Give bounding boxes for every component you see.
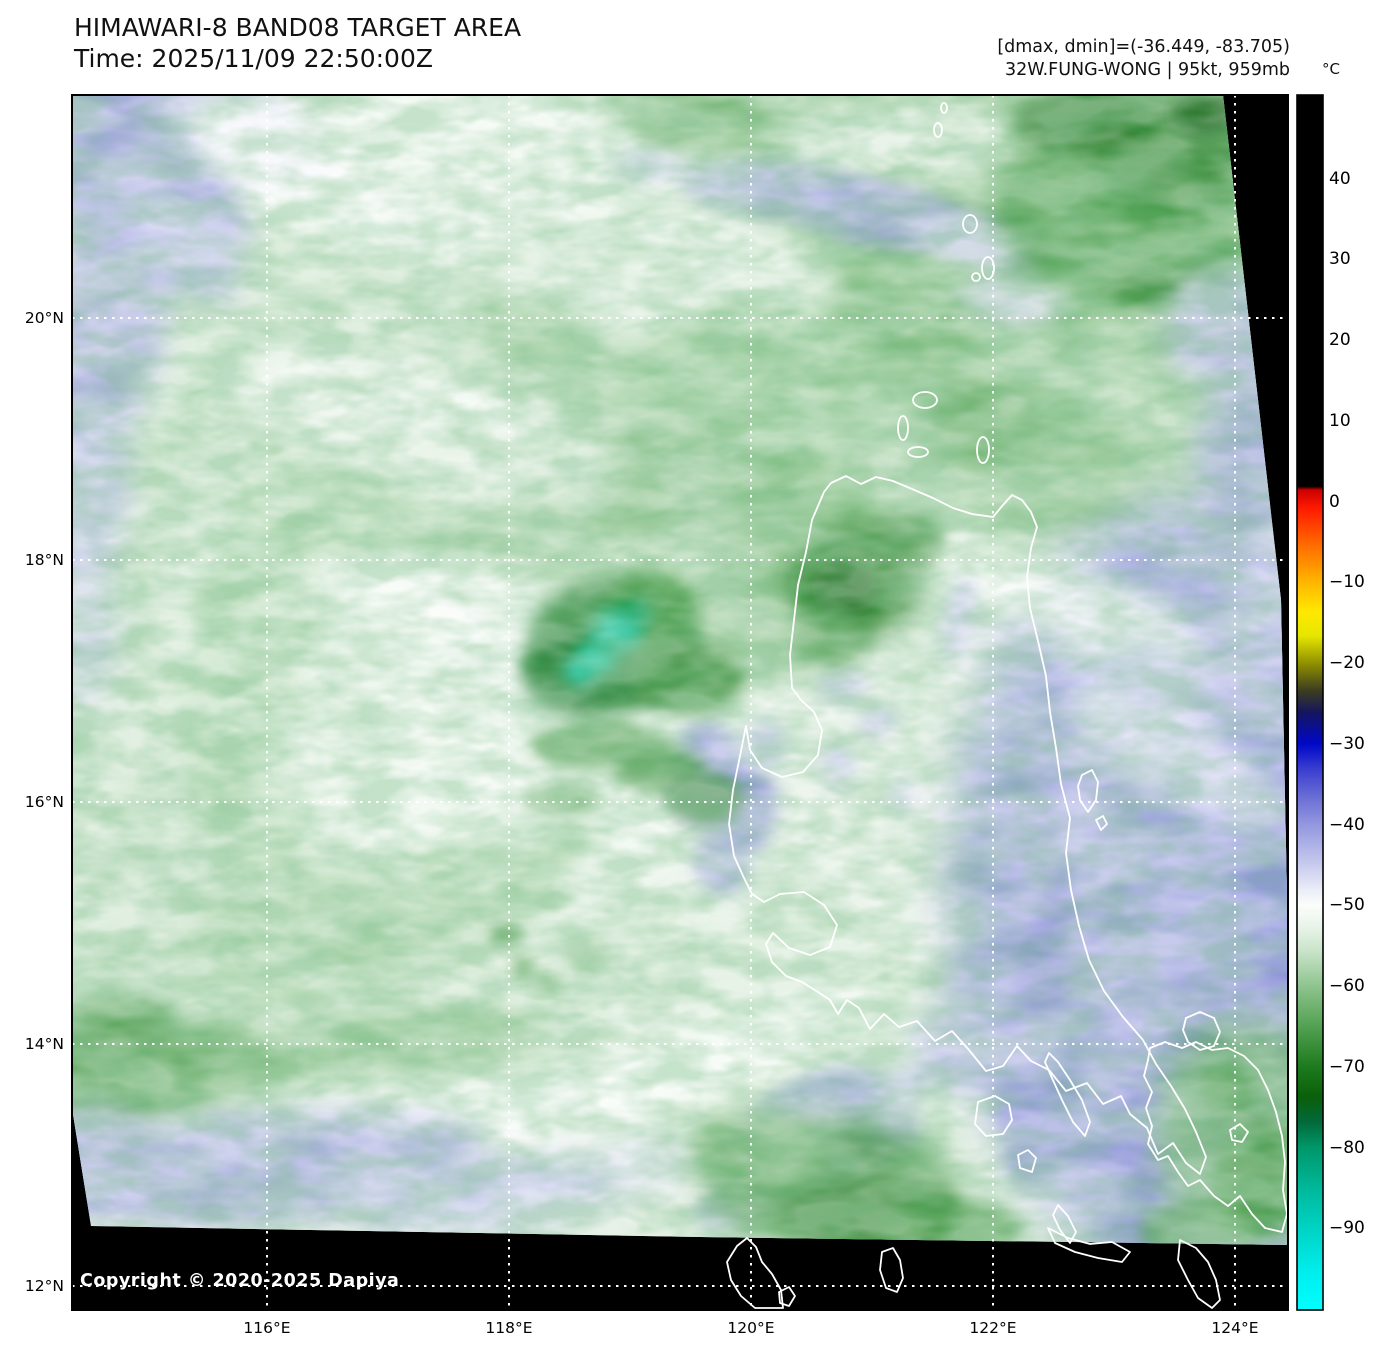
lat-label-18°N: 18°N — [24, 551, 64, 569]
cloud-texture-dark — [72, 95, 1288, 1245]
colorbar-tick--30: −30 — [1329, 733, 1365, 754]
coastline-luzon — [728, 475, 1207, 1175]
coastline-islet — [907, 446, 929, 458]
coastline-samar — [1143, 1041, 1288, 1233]
plot-title: HIMAWARI-8 BAND08 TARGET AREA Time: 2025/… — [74, 12, 521, 74]
coastline-islet — [940, 102, 948, 114]
coastline-leyte — [1177, 1239, 1221, 1309]
coastline-polillo-s — [1095, 815, 1108, 831]
storm-info: [dmax, dmin]=(-36.449, -83.705) 32W.FUNG-… — [900, 36, 1290, 82]
time-line: Time: 2025/11/09 22:50:00Z — [74, 44, 433, 73]
colorbar-tick--60: −60 — [1329, 976, 1365, 997]
dmax-dmin-line: [dmax, dmin]=(-36.449, -83.705) — [997, 37, 1290, 57]
colorbar-tick--40: −40 — [1329, 814, 1365, 835]
colorbar-tick--10: −10 — [1329, 572, 1365, 593]
coastline-islet — [962, 214, 978, 234]
colorbar-unit-label: °C — [1322, 60, 1340, 78]
colorbar-tick--80: −80 — [1329, 1137, 1365, 1158]
coastline-burias — [1044, 1052, 1091, 1137]
lon-label-120°E: 120°E — [727, 1319, 775, 1337]
coastline-island-w-samar — [1017, 1149, 1037, 1173]
colorbar-tick--70: −70 — [1329, 1056, 1365, 1077]
lat-label-16°N: 16°N — [24, 793, 64, 811]
lat-label-14°N: 14°N — [24, 1035, 64, 1053]
lon-label-124°E: 124°E — [1211, 1319, 1259, 1337]
gridlines — [72, 95, 1288, 1310]
colorbar-tick-40: 40 — [1329, 168, 1351, 189]
colorbar-tick-30: 30 — [1329, 249, 1351, 270]
colorbar-tick--50: −50 — [1329, 895, 1365, 916]
lat-label-12°N: 12°N — [24, 1277, 64, 1295]
lon-label-118°E: 118°E — [485, 1319, 533, 1337]
lon-label-122°E: 122°E — [969, 1319, 1017, 1337]
coastline-islet — [971, 272, 981, 282]
coastline-catanduanes — [1182, 1011, 1221, 1051]
coastlines — [726, 102, 1288, 1309]
coastline-mindoro — [726, 1237, 784, 1309]
coastline-islet — [933, 122, 943, 138]
coastline-marinduque — [974, 1095, 1013, 1137]
coastline-islet — [897, 415, 909, 441]
map-border — [71, 94, 1289, 1311]
colorbar — [1296, 94, 1324, 1311]
lon-label-116°E: 116°E — [243, 1319, 291, 1337]
colorbar-tick-0: 0 — [1329, 491, 1340, 512]
colorbar-tick-10: 10 — [1329, 410, 1351, 431]
coastline-masbate — [1047, 1227, 1131, 1263]
coastline-ticao — [1052, 1204, 1077, 1244]
coastline-islet — [912, 391, 938, 409]
coastline-tablas — [879, 1247, 904, 1293]
copyright-text: Copyright © 2020-2025 Dapiya — [80, 1271, 400, 1291]
coastline-polillo — [1077, 769, 1099, 813]
colorbar-tick--90: −90 — [1329, 1218, 1365, 1239]
coastline-island-sw-1 — [778, 1286, 796, 1307]
title-line: HIMAWARI-8 BAND08 TARGET AREA — [74, 13, 522, 42]
lat-label-20°N: 20°N — [24, 309, 64, 327]
colorbar-tick--20: −20 — [1329, 653, 1365, 674]
coastline-island-e-samar — [1229, 1123, 1249, 1143]
colorbar-tick-20: 20 — [1329, 330, 1351, 351]
coastline-islet — [981, 256, 995, 280]
storm-id-line: 32W.FUNG-WONG | 95kt, 959mb — [1005, 60, 1290, 80]
coastline-islet — [976, 436, 990, 464]
